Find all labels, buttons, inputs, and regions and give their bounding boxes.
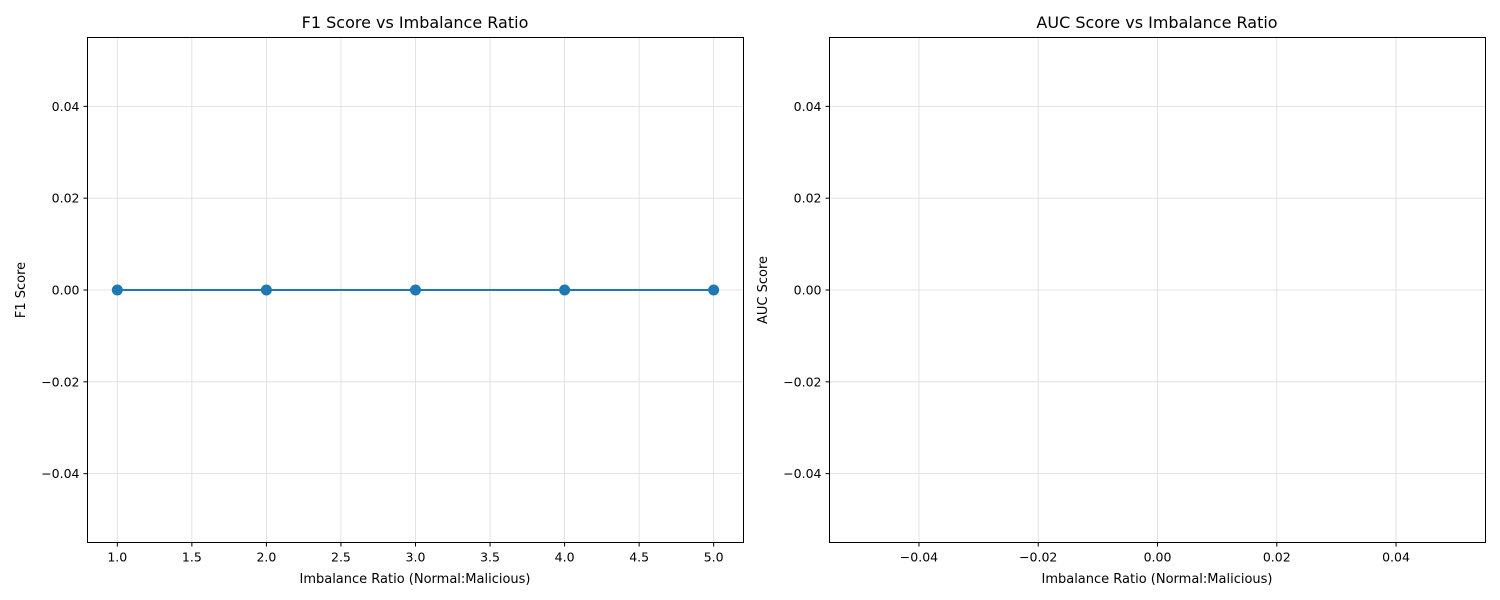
x-tick-label: 2.0 xyxy=(256,550,276,565)
y-tick-label: 0.04 xyxy=(52,99,80,114)
y-tick-label: −0.02 xyxy=(783,374,821,389)
x-tick-label: −0.04 xyxy=(900,550,938,565)
ticks: 1.0 1.5 2.0 2.5 3.0 3.5 4.0 4.5 5.0 −0.04 −0.02 0.0… xyxy=(41,99,723,565)
data-point xyxy=(111,284,123,296)
y-tick-label: 0.02 xyxy=(794,191,822,206)
data-point xyxy=(559,284,571,296)
x-axis-title: Imbalance Ratio (Normal:Malicious) xyxy=(299,572,530,587)
y-axis-title: AUC Score xyxy=(756,256,771,324)
data-point xyxy=(260,284,272,296)
y-tick-label: 0.00 xyxy=(794,283,822,298)
x-tick-label: 1.5 xyxy=(182,550,202,565)
chart-title: AUC Score vs Imbalance Ratio xyxy=(1036,13,1277,32)
x-tick-label: 5.0 xyxy=(704,550,724,565)
series xyxy=(111,284,720,296)
x-tick-label: 4.5 xyxy=(629,550,649,565)
ticks: −0.04 −0.02 0.00 0.02 0.04 −0.04 −0.02 0.00 0.02… xyxy=(783,99,1410,565)
y-tick-label: 0.02 xyxy=(52,191,80,206)
grid xyxy=(829,37,1486,543)
y-axis-title: F1 Score xyxy=(14,262,29,318)
y-tick-label: −0.04 xyxy=(41,466,79,481)
data-point xyxy=(410,284,421,296)
y-tick-label: 0.00 xyxy=(52,283,80,298)
x-tick-label: 0.00 xyxy=(1144,550,1172,565)
f1-chart: F1 Score vs Imbalance Ratio 1.0 1.5 2.0 2.5… xyxy=(14,13,744,587)
plot-frame xyxy=(829,37,1486,543)
x-tick-label: 0.02 xyxy=(1263,550,1291,565)
chart-title: F1 Score vs Imbalance Ratio xyxy=(302,13,529,32)
plot-frame xyxy=(87,37,744,543)
x-tick-label: 2.5 xyxy=(331,550,351,565)
x-tick-label: 3.0 xyxy=(406,550,426,565)
y-tick-label: 0.04 xyxy=(794,99,822,114)
x-tick-label: 3.5 xyxy=(480,550,500,565)
y-tick-label: −0.02 xyxy=(41,374,79,389)
y-tick-label: −0.04 xyxy=(783,466,821,481)
data-point xyxy=(708,284,720,296)
auc-chart: AUC Score vs Imbalance Ratio −0.04 −0.02 0… xyxy=(756,13,1486,587)
x-tick-label: 1.0 xyxy=(107,550,127,565)
x-tick-label: −0.02 xyxy=(1019,550,1057,565)
x-tick-label: 4.0 xyxy=(555,550,575,565)
x-axis-title: Imbalance Ratio (Normal:Malicious) xyxy=(1041,572,1272,587)
x-tick-label: 0.04 xyxy=(1382,550,1410,565)
